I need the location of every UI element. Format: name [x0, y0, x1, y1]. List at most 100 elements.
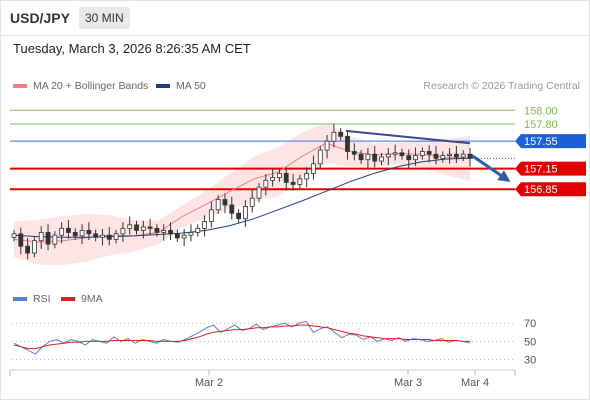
candle-body [32, 240, 37, 254]
timeframe-button[interactable]: 30 MIN [79, 7, 130, 29]
candle-body [11, 233, 17, 238]
candle-body [140, 226, 146, 231]
legend-item-ma50: MA 50 [156, 80, 206, 92]
legend-item-rsi: RSI [13, 293, 51, 305]
header: USD/JPY 30 MIN [0, 0, 590, 36]
candle-body [134, 224, 139, 231]
level-label-158.00: 158.00 [524, 105, 558, 117]
candle-body [365, 153, 371, 161]
candle-body [154, 227, 160, 233]
legend-label-ma20: MA 20 + Bollinger Bands [33, 80, 149, 92]
ma50-swatch [156, 84, 170, 89]
candle-body [467, 153, 473, 159]
candle-body [290, 181, 296, 185]
legend-item-9ma: 9MA [61, 293, 103, 305]
candle-body [93, 233, 99, 238]
candle-body [358, 153, 364, 161]
candle-body [188, 232, 194, 236]
candle-body [79, 229, 85, 237]
9ma-swatch [61, 297, 75, 302]
candle-body [195, 227, 201, 233]
rsi-tick-30: 30 [524, 354, 536, 366]
candle-body [38, 232, 44, 242]
candle-body [236, 212, 241, 220]
candle-body [317, 149, 323, 165]
candle-body [66, 227, 71, 233]
level-tag-text-156.85: 156.85 [524, 184, 558, 196]
rsi-line [13, 320, 471, 355]
legend-label-rsi: RSI [33, 293, 51, 305]
candle-body [249, 197, 255, 207]
research-credit: Research © 2026 Trading Central [423, 80, 580, 92]
candle-body [413, 155, 418, 161]
candle-body [331, 131, 337, 142]
candle-body [453, 153, 459, 158]
candle-body [379, 156, 384, 162]
candle-body [18, 233, 24, 247]
candle-body [127, 224, 133, 229]
candle-body [120, 227, 126, 235]
candle-body [324, 140, 330, 151]
rsi-swatch [13, 297, 27, 302]
candle-body [168, 229, 173, 235]
candle-body [283, 173, 289, 183]
candle-body [345, 135, 350, 152]
candle-body [447, 153, 452, 156]
candle-body [263, 179, 269, 188]
legend-label-9ma: 9MA [81, 293, 103, 305]
candle-body [440, 155, 446, 159]
candle-body [426, 151, 432, 155]
candle-body [113, 233, 119, 240]
rsi-legend: RSI 9MA [13, 293, 213, 307]
level-tag-157.55 [515, 134, 586, 149]
candle-body [460, 153, 466, 158]
candle-body [385, 153, 391, 158]
level-tag-text-157.55: 157.55 [524, 136, 558, 148]
bollinger-band [14, 123, 470, 266]
candle-body [59, 227, 65, 236]
legend-item-ma20: MA 20 + Bollinger Bands [13, 80, 148, 92]
level-tag-156.85 [515, 182, 586, 197]
rsi-tick-70: 70 [524, 318, 536, 330]
level-tag-text-157.15: 157.15 [524, 164, 558, 176]
price-legend: MA 20 + Bollinger Bands MA 50 [13, 80, 313, 94]
candle-body [181, 234, 187, 239]
candle-body [372, 153, 378, 162]
candle-body [215, 199, 221, 211]
candle-body [338, 131, 344, 137]
legend-label-ma50: MA 50 [176, 80, 206, 92]
candle-body [243, 205, 248, 220]
candle-body [392, 152, 398, 155]
candle-body [311, 163, 316, 174]
timestamp: Tuesday, March 3, 2026 8:26:35 AM CET [13, 41, 251, 56]
candle-body [208, 209, 214, 222]
candle-body [52, 234, 58, 245]
candle-body [222, 199, 228, 206]
candle-body [161, 229, 167, 233]
trendline [345, 129, 471, 145]
candle-body [419, 151, 425, 156]
candle-body [45, 232, 51, 245]
level-tag-157.15 [515, 161, 586, 176]
symbol-title: USD/JPY [10, 10, 70, 26]
candle-body [202, 221, 207, 229]
candles-group [11, 124, 473, 260]
candle-body [100, 234, 105, 238]
candle-body [406, 155, 412, 161]
header-divider [0, 35, 590, 36]
candle-body [270, 177, 276, 181]
candle-body [229, 204, 235, 214]
rsi-tick-50: 50 [524, 336, 536, 348]
ma20-swatch [13, 84, 27, 89]
x-tick-label: Mar 4 [461, 377, 489, 389]
candle-body [399, 152, 405, 156]
candle-body [25, 245, 31, 254]
candle-body [351, 151, 357, 155]
candle-body [277, 173, 282, 178]
x-tick-label: Mar 3 [394, 377, 422, 389]
candle-body [304, 173, 310, 180]
candle-body [433, 153, 439, 159]
candle-body [147, 226, 153, 229]
ma50-line [13, 157, 471, 238]
